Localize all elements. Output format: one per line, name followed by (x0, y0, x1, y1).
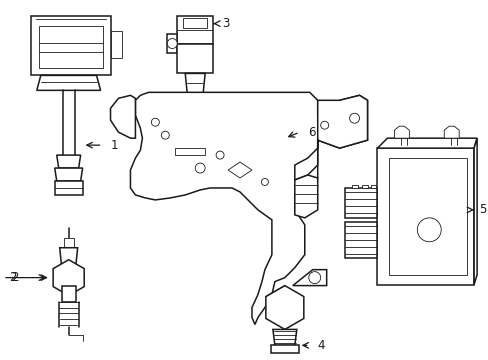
Polygon shape (55, 181, 82, 195)
Polygon shape (61, 285, 76, 302)
Polygon shape (270, 345, 298, 353)
Polygon shape (55, 168, 82, 181)
Polygon shape (183, 18, 207, 28)
Polygon shape (292, 270, 326, 285)
Circle shape (161, 131, 169, 139)
Polygon shape (377, 138, 476, 148)
Polygon shape (377, 148, 473, 285)
Polygon shape (31, 15, 110, 75)
Polygon shape (272, 329, 296, 345)
Polygon shape (351, 185, 357, 188)
Text: 2: 2 (11, 271, 19, 284)
Polygon shape (344, 222, 377, 258)
Polygon shape (294, 95, 367, 180)
Polygon shape (130, 92, 367, 324)
Circle shape (416, 218, 440, 242)
Polygon shape (370, 185, 376, 188)
Circle shape (151, 118, 159, 126)
Circle shape (349, 113, 359, 123)
Polygon shape (37, 75, 101, 90)
Circle shape (320, 121, 328, 129)
Polygon shape (394, 126, 408, 138)
Text: 6: 6 (307, 126, 315, 139)
Circle shape (261, 179, 268, 185)
Polygon shape (265, 285, 303, 329)
Circle shape (167, 39, 177, 49)
Polygon shape (344, 188, 377, 218)
Polygon shape (177, 15, 213, 44)
Polygon shape (177, 44, 213, 73)
Text: 1: 1 (110, 139, 118, 152)
Polygon shape (57, 155, 81, 168)
Polygon shape (473, 138, 476, 285)
Polygon shape (388, 158, 466, 275)
Polygon shape (227, 162, 251, 178)
Circle shape (308, 272, 320, 284)
Circle shape (195, 163, 205, 173)
Polygon shape (63, 238, 74, 248)
Polygon shape (110, 31, 122, 58)
Polygon shape (53, 260, 84, 296)
Polygon shape (443, 126, 458, 138)
Text: 2: 2 (9, 271, 17, 284)
Text: 5: 5 (478, 203, 486, 216)
Polygon shape (185, 73, 205, 93)
Text: 4: 4 (317, 339, 325, 352)
Polygon shape (39, 26, 102, 68)
Polygon shape (175, 148, 205, 155)
Circle shape (216, 151, 224, 159)
Polygon shape (60, 248, 78, 268)
Polygon shape (294, 175, 317, 218)
Polygon shape (110, 95, 135, 138)
Polygon shape (167, 33, 177, 54)
Polygon shape (361, 185, 367, 188)
Text: 3: 3 (222, 17, 229, 30)
